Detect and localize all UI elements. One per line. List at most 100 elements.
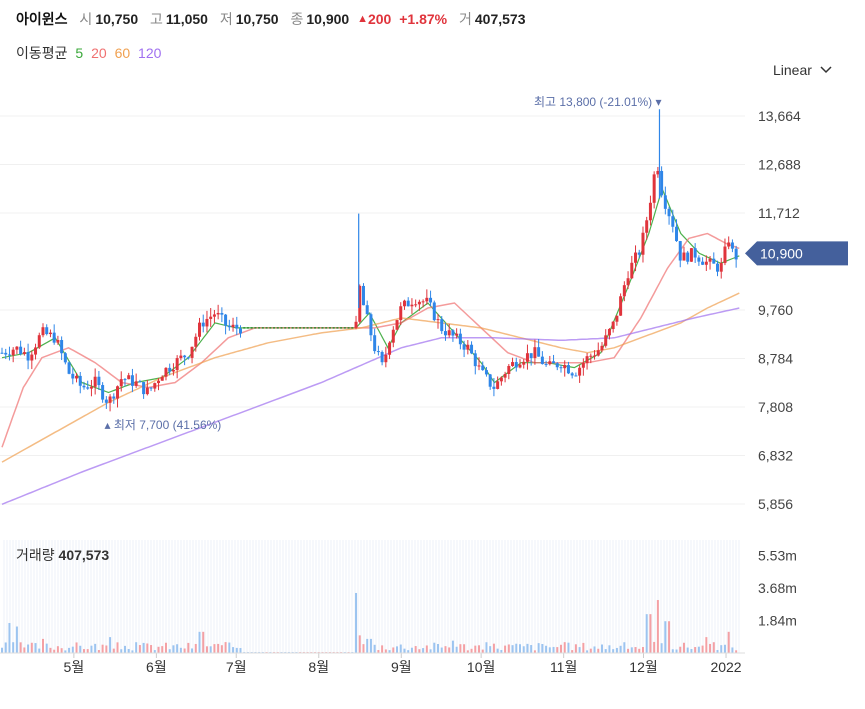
volume-bar — [627, 648, 630, 653]
volume-bar — [123, 645, 126, 653]
volume-bar — [27, 644, 30, 653]
month-label: 5월 — [64, 659, 85, 675]
volume-bar — [82, 649, 85, 653]
candle — [496, 381, 500, 389]
candle — [160, 376, 164, 381]
candle — [667, 208, 671, 217]
volume-bar — [556, 647, 559, 653]
ma-5[interactable]: 5 — [75, 45, 84, 61]
volume-bar — [116, 642, 119, 653]
candle — [171, 369, 175, 372]
volume-bar — [217, 643, 220, 653]
month-label: 7월 — [226, 659, 247, 675]
open-price: 10,750 — [95, 11, 139, 27]
candle — [447, 330, 451, 336]
volume-bar — [675, 649, 678, 653]
ma-120[interactable]: 120 — [138, 45, 162, 61]
candle — [101, 385, 105, 400]
volume-bar — [519, 644, 521, 653]
ma-20[interactable]: 20 — [91, 45, 107, 61]
volume-bar — [384, 649, 387, 653]
volume-bar — [15, 626, 18, 653]
candle — [596, 350, 600, 356]
volume-bar — [224, 642, 227, 653]
ma-60[interactable]: 60 — [114, 45, 131, 61]
price-tick-label: 7,808 — [758, 399, 793, 415]
volume-bar — [492, 643, 495, 653]
volume-bar — [496, 648, 499, 653]
volume-bar — [463, 644, 466, 653]
volume-bar — [720, 645, 723, 653]
candle — [11, 349, 15, 356]
candle — [682, 252, 686, 261]
candle — [75, 375, 79, 379]
low-label: 저 — [219, 11, 233, 27]
volume-bar — [399, 644, 402, 653]
volume-bar — [161, 646, 164, 653]
price-tick-label: 13,664 — [758, 108, 801, 124]
volume-label: 거 — [459, 11, 472, 27]
candle — [566, 365, 570, 374]
volume-bar — [12, 642, 15, 653]
volume-bar — [735, 650, 738, 653]
volume-bar — [377, 650, 380, 653]
candle — [514, 362, 518, 368]
volume-bar — [597, 648, 600, 653]
volume-bar — [582, 642, 585, 653]
candle — [712, 258, 716, 264]
candle — [574, 375, 578, 377]
volume-bar — [470, 648, 473, 653]
volume-bar — [552, 646, 555, 653]
candle — [719, 263, 723, 272]
candle — [157, 380, 161, 384]
candle — [15, 346, 19, 350]
volume-bar — [455, 646, 458, 653]
volume-bar — [559, 644, 562, 653]
candle — [60, 340, 64, 354]
volume-bar — [202, 631, 205, 653]
candle — [220, 312, 224, 315]
volume-bar — [593, 646, 596, 653]
candle — [216, 312, 220, 315]
month-label: 8월 — [308, 659, 329, 675]
scale-dropdown[interactable]: Linear — [773, 62, 832, 78]
volume-bar — [138, 645, 141, 653]
current-price-label: 10,900 — [760, 245, 803, 261]
price-tick-label: 6,832 — [758, 448, 793, 464]
candle — [481, 365, 485, 371]
volume-bar — [105, 645, 108, 653]
candle — [123, 379, 127, 381]
volume-bar — [191, 648, 194, 653]
volume-bar — [205, 646, 208, 653]
volume-bar — [433, 642, 436, 653]
candle — [675, 226, 679, 242]
candle — [186, 357, 190, 359]
candle — [227, 325, 231, 328]
candle — [56, 340, 60, 343]
candle — [4, 352, 8, 355]
volume-bar — [537, 643, 540, 653]
volume-bar — [418, 649, 421, 653]
candle — [466, 344, 470, 350]
month-label: 10월 — [467, 659, 495, 675]
volume-bar — [478, 645, 481, 653]
candle — [645, 220, 649, 233]
volume-bar — [23, 647, 26, 653]
volume-bar — [634, 647, 637, 653]
volume-bar — [49, 647, 52, 653]
volume-bar — [168, 649, 171, 653]
candle — [723, 246, 727, 264]
candle — [78, 375, 82, 386]
candle — [384, 354, 388, 363]
close-price: 10,900 — [306, 11, 350, 27]
candle — [380, 351, 384, 363]
volume-bar — [220, 645, 223, 653]
volume-bar — [526, 643, 529, 653]
candle — [138, 381, 142, 383]
candle — [67, 362, 71, 374]
candle — [581, 362, 585, 368]
candle — [71, 373, 75, 379]
volume-value: 407,573 — [474, 11, 526, 27]
candle — [507, 365, 511, 374]
